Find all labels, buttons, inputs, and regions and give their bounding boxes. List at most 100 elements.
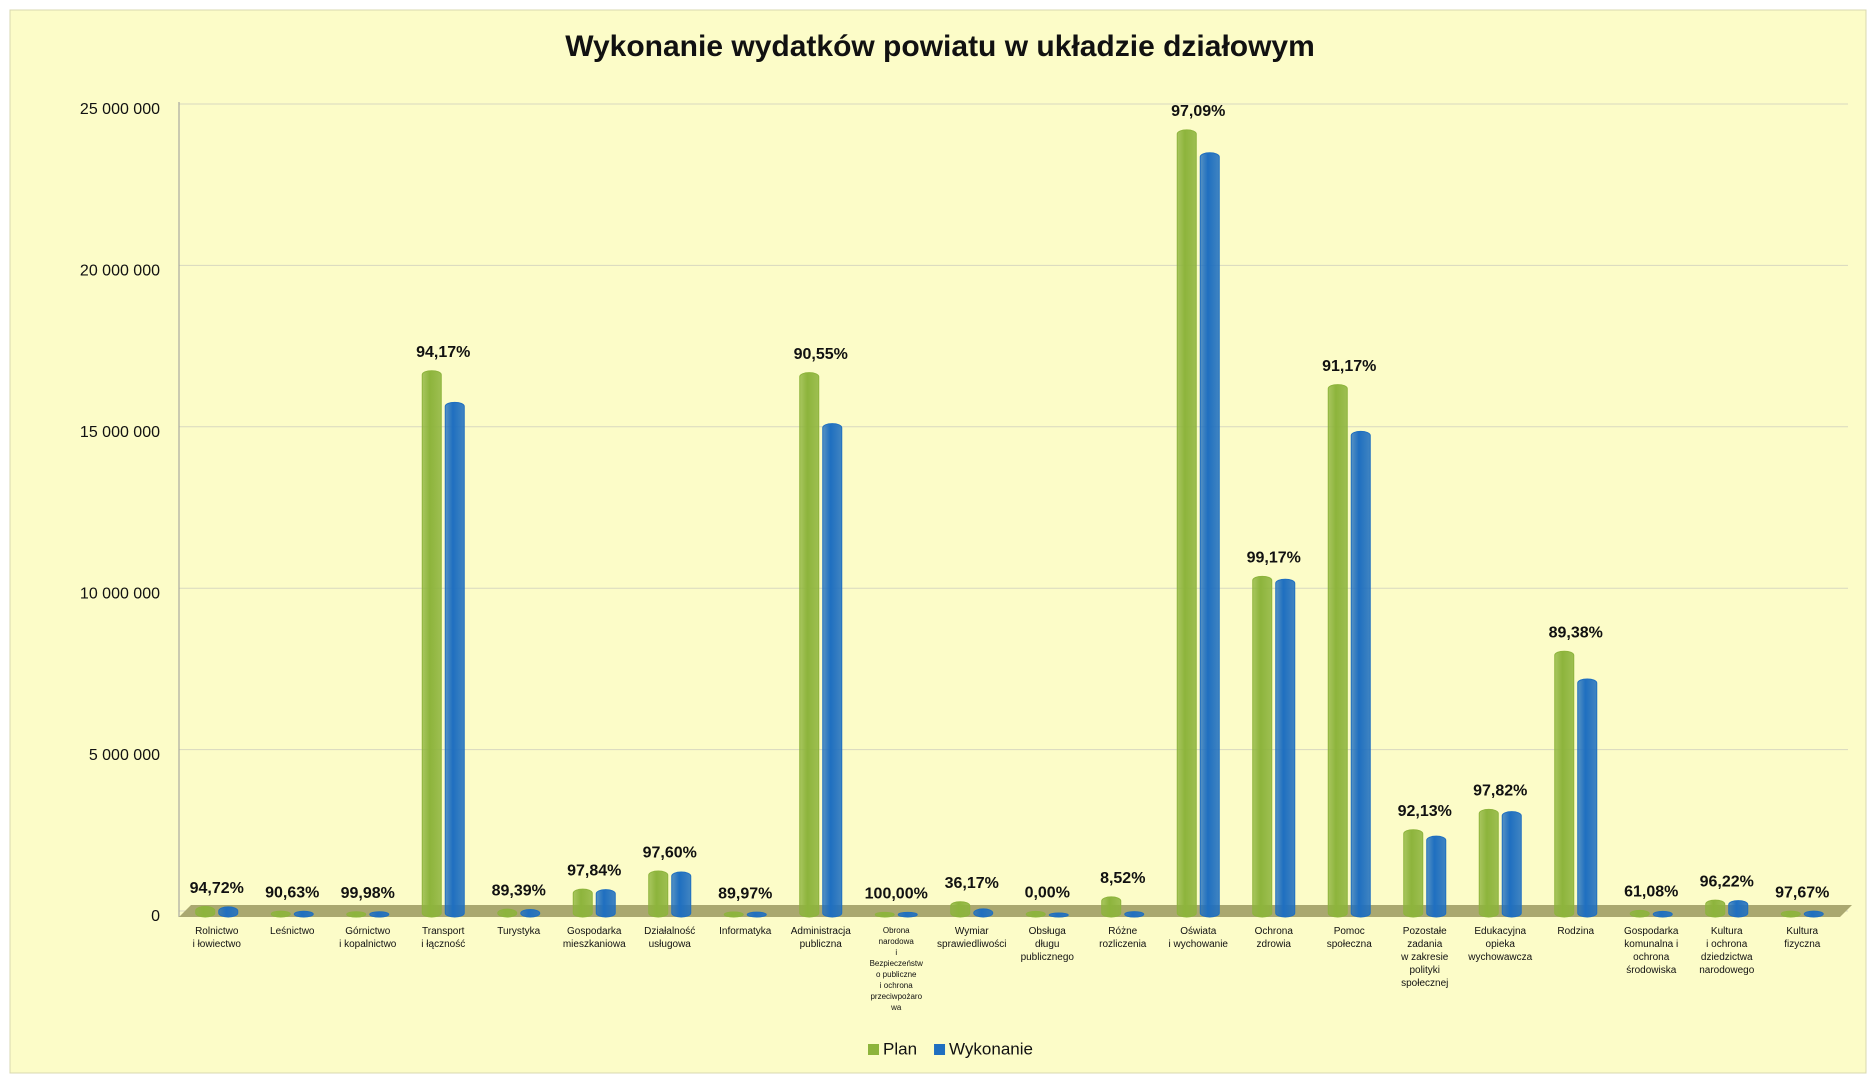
bar (497, 908, 518, 918)
bar (1426, 835, 1447, 918)
bar (1577, 678, 1598, 918)
x-tick-label: Pomoc społeczna (1327, 926, 1372, 950)
percent-label: 96,22% (1700, 873, 1754, 890)
percent-label: 97,67% (1775, 884, 1829, 901)
percent-label: 91,17% (1322, 358, 1376, 375)
x-tick-label: Administracja publiczna (791, 926, 851, 950)
x-tick-label: Oświata i wychowanie (1169, 926, 1229, 950)
bar (1501, 811, 1522, 918)
y-tick-label: 10 000 000 (80, 585, 160, 602)
bar (293, 910, 314, 918)
bar (1275, 578, 1296, 918)
percent-label: 8,52% (1100, 870, 1145, 887)
x-tick-label: Obrona narodowa i Bezpieczeństw o publiczne i… (870, 926, 924, 1012)
bar (1176, 129, 1197, 918)
percent-label: 94,72% (190, 880, 244, 897)
x-tick-label: Transport i łączność (421, 926, 465, 950)
bar (1803, 910, 1824, 918)
legend-swatch (868, 1044, 879, 1055)
bar (1629, 909, 1650, 918)
bar (1728, 900, 1749, 918)
x-tick-label: Obsługa długu publicznego (1021, 926, 1075, 963)
x-tick-label: Ochrona zdrowia (1255, 926, 1294, 950)
bar (218, 906, 239, 918)
percent-label: 97,84% (567, 862, 621, 879)
bar (1403, 829, 1424, 918)
bar (520, 909, 541, 918)
percent-label: 89,39% (492, 882, 546, 899)
percent-label: 89,97% (718, 885, 772, 902)
x-tick-label: Gospodarka komunalna i ochrona środowiska (1624, 926, 1679, 976)
bar (1025, 910, 1046, 918)
percent-label: 0,00% (1025, 885, 1070, 902)
percent-label: 92,13% (1398, 803, 1452, 820)
y-tick-label: 0 (151, 908, 160, 925)
bar (1327, 384, 1348, 918)
y-tick-label: 5 000 000 (89, 747, 160, 764)
bar (421, 370, 442, 918)
bar (973, 908, 994, 918)
x-tick-label: Różne rozliczenia (1099, 926, 1147, 950)
percent-label: 99,98% (341, 885, 395, 902)
legend-label: Plan (883, 1039, 917, 1058)
bar (671, 871, 692, 918)
percent-label: 94,17% (416, 344, 470, 361)
bar (1350, 430, 1371, 918)
bar (950, 901, 971, 918)
y-tick-label: 20 000 000 (80, 263, 160, 280)
percent-label: 97,60% (643, 844, 697, 861)
x-tick-label: Kultura fizyczna (1784, 926, 1821, 950)
y-tick-label: 25 000 000 (80, 101, 160, 118)
bar (195, 906, 216, 918)
bar (1199, 152, 1220, 918)
x-tick-label: Rodzina (1557, 926, 1594, 937)
bar (572, 888, 593, 918)
bar (822, 423, 843, 918)
x-tick-label: Edukacyjna opieka wychowawcza (1467, 926, 1532, 963)
x-tick-label: Pozostałe zadania w zakresie polityki społec… (1400, 926, 1449, 989)
percent-label: 36,17% (945, 875, 999, 892)
bar (1101, 896, 1122, 918)
percent-label: 90,55% (794, 346, 848, 363)
legend-label: Wykonanie (949, 1039, 1033, 1058)
x-tick-label: Leśnictwo (270, 926, 315, 937)
bar (723, 911, 744, 918)
x-tick-label: Gospodarka mieszkaniowa (563, 926, 626, 950)
percent-label: 100,00% (865, 886, 928, 903)
bar (1780, 910, 1801, 918)
bar (346, 911, 367, 918)
bar (1124, 911, 1145, 918)
bar (874, 911, 895, 918)
bar (1554, 650, 1575, 918)
bar (1048, 912, 1069, 918)
legend-swatch (934, 1044, 946, 1055)
x-tick-label: Wymiar sprawiedliwości (937, 926, 1006, 950)
percent-label: 99,17% (1247, 550, 1301, 567)
bar (595, 889, 616, 918)
bar (1252, 575, 1273, 918)
percent-label: 90,63% (265, 884, 319, 901)
percent-label: 89,38% (1549, 624, 1603, 641)
percent-label: 97,09% (1171, 103, 1225, 120)
bar (799, 372, 820, 918)
x-tick-label: Informatyka (719, 926, 772, 937)
x-tick-label: Rolnictwo i łowiectwo (193, 926, 242, 950)
bar (369, 911, 390, 918)
y-tick-label: 15 000 000 (80, 424, 160, 441)
bar (648, 870, 669, 918)
chart-title: Wykonanie wydatków powiatu w układzie dz… (565, 30, 1315, 63)
percent-label: 97,82% (1473, 783, 1527, 800)
x-tick-label: Turystyka (497, 926, 540, 937)
x-tick-label: Kultura i ochrona dziedzictwa narodowego (1699, 926, 1754, 976)
percent-label: 61,08% (1624, 884, 1678, 901)
bar (444, 401, 465, 918)
bar (1478, 808, 1499, 918)
bar (270, 910, 291, 918)
bar (746, 911, 767, 918)
bar (1652, 910, 1673, 918)
x-tick-label: Działalność usługowa (644, 926, 695, 950)
bar (897, 911, 918, 918)
x-tick-label: Górnictwo i kopalnictwo (339, 926, 397, 950)
bar (1705, 899, 1726, 918)
